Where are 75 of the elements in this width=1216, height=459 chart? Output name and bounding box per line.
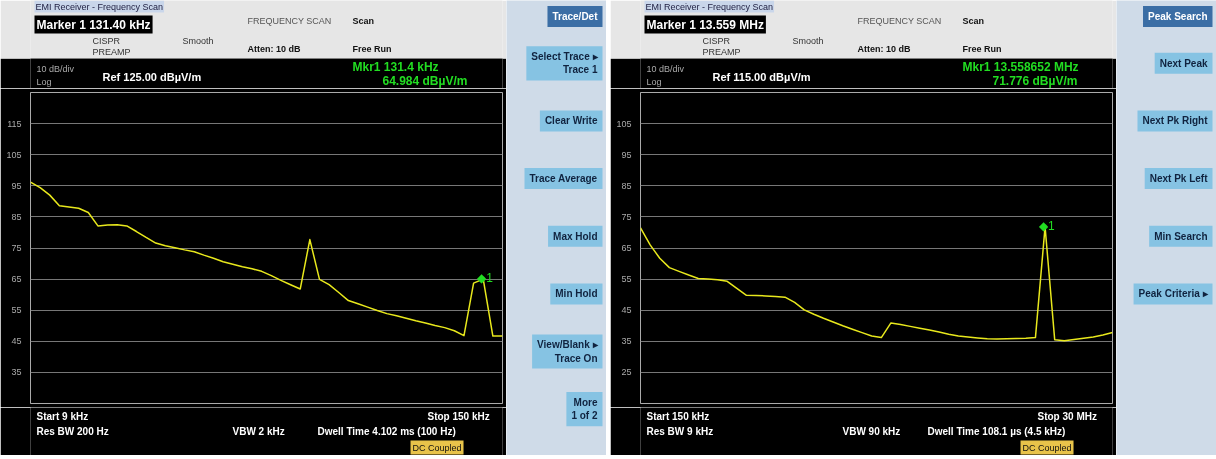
text: 64.984 dBµV/m [382, 73, 468, 88]
text: PREAMP [92, 46, 131, 57]
text: Free Run [352, 43, 392, 54]
text: View/Blank ▸ Trace On [537, 339, 599, 364]
text: Smooth [182, 35, 214, 46]
y-tick-label: 95 [621, 149, 632, 160]
y-tick-label: 95 [11, 180, 22, 191]
text: Log [36, 76, 52, 87]
text: 10 dB/div [646, 63, 685, 74]
text: Trace Average [529, 173, 598, 185]
text: VBW 2 kHz [232, 426, 285, 437]
y-tick-label: 45 [621, 305, 632, 316]
line-series [30, 181, 503, 337]
text: Ref 125.00 dBµV/m [102, 70, 202, 83]
text: Stop 30 MHz [1037, 411, 1097, 422]
text: Mkr1 13.558652 MHz [962, 59, 1079, 74]
y-tick-label: 85 [621, 180, 632, 191]
text: Dwell Time 4.102 ms (100 Hz) [317, 426, 456, 437]
text: Mkr1 131.4 kHz [352, 59, 439, 74]
y-tick-label: 105 [6, 149, 22, 160]
text: Next Peak [1159, 57, 1208, 69]
text: Select Trace ▸ Trace 1 [531, 51, 599, 76]
text: Peak Search [1148, 11, 1208, 22]
text: VBW 90 kHz [842, 426, 901, 437]
text: Atten: 10 dB [857, 43, 911, 54]
text: CISPR [92, 35, 121, 46]
text: Atten: 10 dB [247, 43, 301, 54]
text: CISPR [702, 35, 731, 46]
text: 10 dB/div [36, 63, 75, 74]
text: Dwell Time 108.1 µs (4.5 kHz) [927, 426, 1066, 437]
text: Smooth [792, 35, 824, 46]
annotation: ◆1 [1039, 218, 1056, 233]
text: Log [646, 76, 662, 87]
text: Res BW 9 kHz [646, 426, 714, 437]
y-tick-label: 55 [11, 305, 22, 316]
text: FREQUENCY SCAN [857, 15, 942, 26]
text: Scan [962, 15, 985, 26]
y-tick-label: 75 [11, 243, 22, 253]
text: Marker 1 13.559 MHz [646, 17, 764, 32]
text: Min Hold [555, 288, 598, 300]
text: Peak Criteria ▸ [1138, 288, 1209, 300]
text: Next Pk Left [1149, 173, 1209, 185]
text: Start 150 kHz [646, 411, 710, 422]
text: Res BW 200 Hz [36, 426, 109, 437]
chart-title: EMI Receiver - Frequency Scan [645, 1, 774, 12]
text: Marker 1 131.40 kHz [36, 17, 151, 32]
y-tick-label: 25 [621, 367, 632, 378]
text: Ref 115.00 dBµV/m [712, 70, 811, 83]
y-tick-label: 45 [11, 336, 22, 347]
y-tick-label: 115 [7, 118, 22, 129]
text: FREQUENCY SCAN [247, 15, 332, 26]
text: 71.776 dBµV/m [992, 73, 1078, 88]
y-tick-label: 65 [11, 274, 22, 285]
text: More 1 of 2 [571, 397, 598, 422]
y-tick-label: 65 [621, 243, 632, 253]
text: Next Pk Right [1142, 115, 1209, 127]
text: DC Coupled [412, 442, 462, 453]
chart-title: EMI Receiver - Frequency Scan [35, 1, 164, 12]
y-tick-label: 35 [11, 367, 22, 378]
text: Scan [352, 15, 375, 26]
text: Start 9 kHz [36, 411, 89, 422]
text: DC Coupled [1022, 442, 1072, 453]
annotation: ◆1 [477, 271, 494, 286]
text: Clear Write [544, 115, 598, 127]
y-tick-label: 105 [616, 118, 632, 129]
text: PREAMP [702, 46, 741, 57]
y-tick-label: 55 [621, 274, 632, 285]
text: Free Run [962, 43, 1002, 54]
y-tick-label: 35 [621, 336, 632, 347]
text: Stop 150 kHz [427, 411, 490, 422]
text: Trace/Det [552, 11, 599, 22]
text: Min Search [1154, 230, 1208, 242]
y-tick-label: 85 [11, 211, 22, 222]
text: Max Hold [553, 230, 598, 242]
y-tick-label: 75 [621, 211, 632, 222]
